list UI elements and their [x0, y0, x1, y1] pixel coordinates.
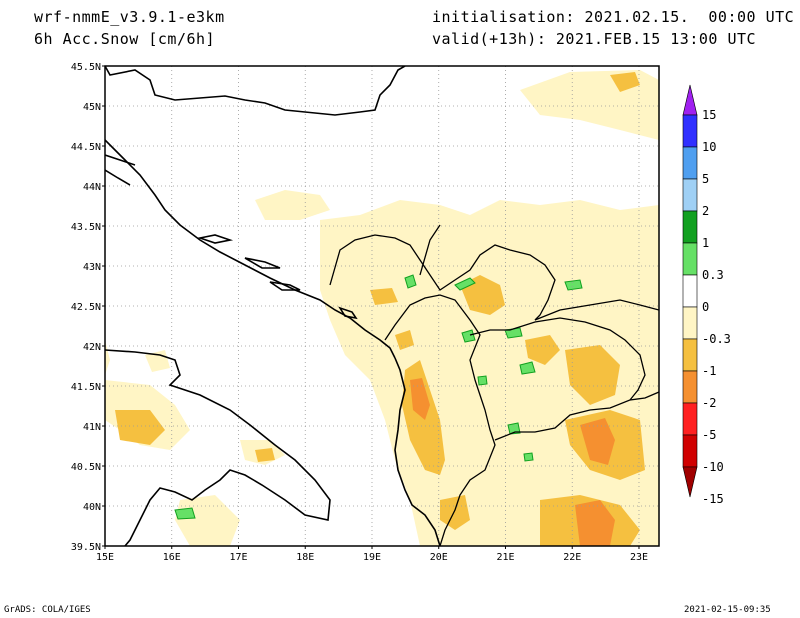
- lat-label: 41N: [83, 422, 101, 433]
- lat-label: 42N: [83, 342, 101, 353]
- colorbar-label: -2: [702, 396, 716, 410]
- colorbar-label: 0: [702, 300, 709, 314]
- colorbar-bottom-arrow: [682, 466, 698, 498]
- model-title: wrf-nmmE_v3.9.1-e3km: [34, 8, 225, 26]
- lat-label: 43.5N: [71, 222, 101, 233]
- colorbar-segment: [682, 210, 698, 244]
- lat-label: 39.5N: [71, 542, 101, 553]
- colorbar-segment: [682, 274, 698, 308]
- colorbar-label: 0.3: [702, 268, 724, 282]
- graticule: [105, 66, 659, 546]
- lat-label: 40N: [83, 502, 101, 513]
- lat-label: 43N: [83, 262, 101, 273]
- colorbar-label: -5: [702, 428, 716, 442]
- colorbar-top-arrow: [682, 84, 698, 116]
- lat-label: 40.5N: [71, 462, 101, 473]
- country-borders: [329, 224, 659, 546]
- colorbar-label: 1: [702, 236, 709, 250]
- footer-credit: GrADS: COLA/IGES: [4, 605, 91, 615]
- lat-label: 44N: [83, 182, 101, 193]
- colorbar-label: 10: [702, 140, 716, 154]
- lon-label: 21E: [496, 552, 514, 563]
- footer-timestamp: 2021-02-15-09:35: [684, 605, 771, 615]
- lon-label: 19E: [363, 552, 381, 563]
- colorbar-label: -1: [702, 364, 716, 378]
- longitude-labels: 15E 16E 17E 18E 19E 20E 21E 22E 23E: [96, 546, 648, 563]
- colorbar-segment: [682, 114, 698, 148]
- colorbar-label: 15: [702, 108, 716, 122]
- lon-label: 17E: [229, 552, 247, 563]
- lon-label: 20E: [430, 552, 448, 563]
- heavy-snow-areas: [410, 378, 615, 546]
- colorbar-label: 5: [702, 172, 709, 186]
- init-time: initialisation: 2021.02.15. 00:00 UTC: [432, 8, 795, 26]
- lat-label: 42.5N: [71, 302, 101, 313]
- lon-label: 22E: [563, 552, 581, 563]
- latitude-labels: 45.5N 45N 44.5N 44N 43.5N 43N 42.5N 42N 41.5N 41N…: [71, 62, 105, 553]
- snow-field: [105, 70, 659, 546]
- colorbar-label: -0.3: [702, 332, 731, 346]
- lon-label: 18E: [296, 552, 314, 563]
- colorbar-segment: [682, 242, 698, 276]
- colorbar-label: -15: [702, 492, 724, 506]
- lon-label: 15E: [96, 552, 114, 563]
- colorbar-label: 2: [702, 204, 709, 218]
- valid-time: valid(+13h): 2021.FEB.15 13:00 UTC: [432, 30, 757, 48]
- lon-label: 23E: [630, 552, 648, 563]
- colorbar-segment: [682, 146, 698, 180]
- coastlines: [105, 66, 441, 546]
- field-title: 6h Acc.Snow [cm/6h]: [34, 30, 216, 48]
- lat-label: 45N: [83, 102, 101, 113]
- lon-label: 16E: [163, 552, 181, 563]
- colorbar-segment: [682, 370, 698, 404]
- lat-label: 45.5N: [71, 62, 101, 73]
- colorbar: 15 10 5 2 1 0.3 0 -0.3 -1 -2 -5 -10 -15: [682, 84, 731, 506]
- lat-label: 41.5N: [71, 382, 101, 393]
- colorbar-segment: [682, 402, 698, 436]
- colorbar-segment: [682, 434, 698, 468]
- colorbar-segment: [682, 306, 698, 340]
- colorbar-segment: [682, 338, 698, 372]
- colorbar-label: -10: [702, 460, 724, 474]
- lat-label: 44.5N: [71, 142, 101, 153]
- colorbar-segment: [682, 178, 698, 212]
